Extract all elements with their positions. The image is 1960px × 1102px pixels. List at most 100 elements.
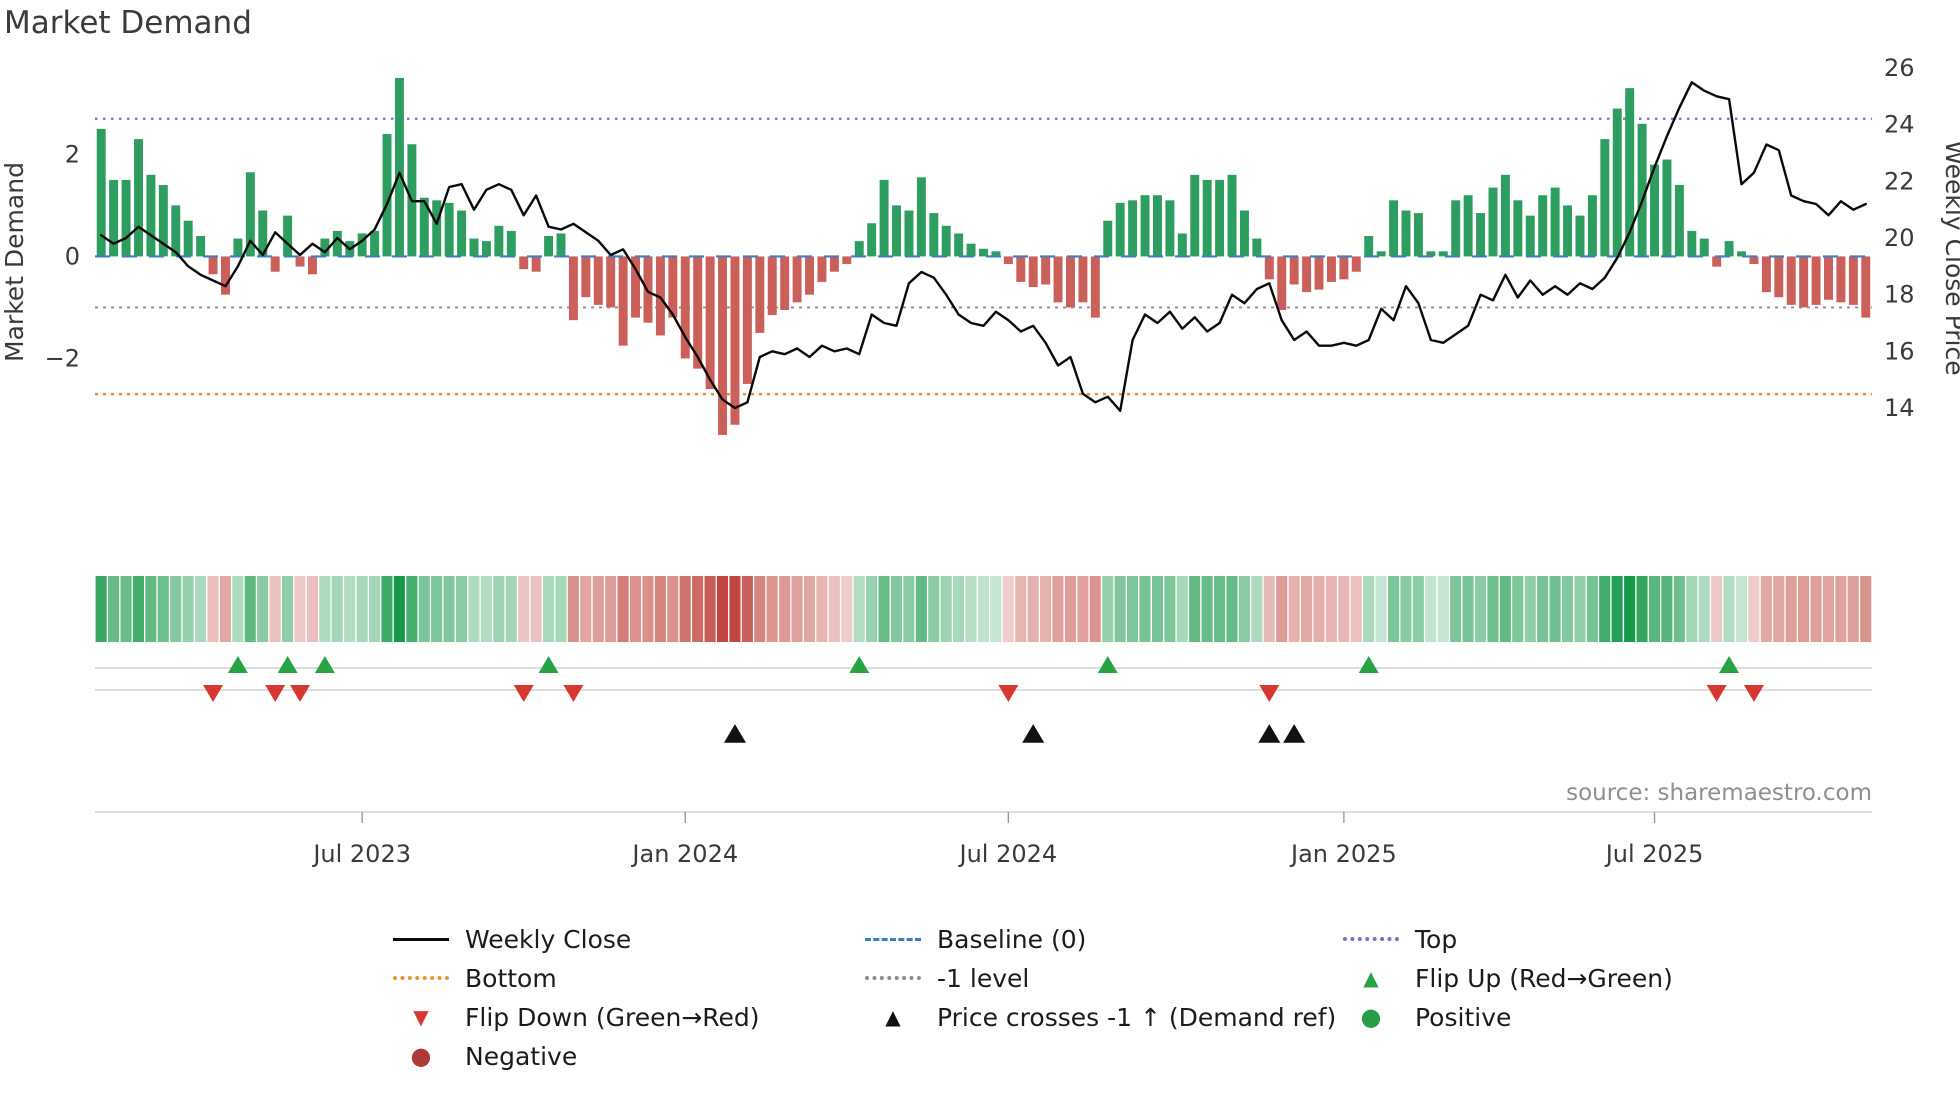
- demand-bar-positive: [1152, 195, 1162, 257]
- heatmap-cell: [1723, 576, 1735, 642]
- heatmap-cell: [1661, 576, 1673, 642]
- demand-bar-positive: [332, 230, 342, 257]
- legend-label: Price crosses -1 ↑ (Demand ref): [937, 1002, 1337, 1032]
- price-cross-marker: [1283, 724, 1306, 743]
- right-axis-tick-label: 18: [1884, 281, 1915, 309]
- demand-bar-negative: [295, 256, 305, 267]
- heatmap-cell: [791, 576, 803, 642]
- heatmap-cell: [456, 576, 468, 642]
- demand-bar-positive: [1128, 200, 1138, 257]
- heatmap-cell: [567, 576, 579, 642]
- legend-label: Flip Down (Green→Red): [465, 1002, 760, 1032]
- right-axis-tick-label: 24: [1884, 111, 1915, 139]
- heatmap-cell: [344, 576, 356, 642]
- heatmap-cell: [1648, 576, 1660, 642]
- heatmap-cell: [219, 576, 231, 642]
- heatmap-cell: [1474, 576, 1486, 642]
- heatmap-cell: [890, 576, 902, 642]
- heatmap-cell: [1027, 576, 1039, 642]
- x-axis-tick-label: Jan 2024: [630, 840, 738, 868]
- heatmap-cell: [1375, 576, 1387, 642]
- legend-label: Positive: [1415, 1002, 1512, 1032]
- demand-bar-positive: [879, 179, 889, 257]
- demand-bar-positive: [1140, 195, 1150, 257]
- heatmap-cell: [828, 576, 840, 642]
- heatmap-cell: [1822, 576, 1834, 642]
- demand-bar-positive: [382, 134, 392, 257]
- source-attribution: source: sharemaestro.com: [1566, 780, 1872, 806]
- heatmap-cell: [493, 576, 505, 642]
- demand-bar-positive: [1177, 233, 1187, 257]
- heatmap-cell: [418, 576, 430, 642]
- heatmap-cell: [1388, 576, 1400, 642]
- heatmap-cell: [1499, 576, 1511, 642]
- demand-bar-positive: [233, 238, 243, 257]
- heatmap-cell: [853, 576, 865, 642]
- demand-bar-negative: [842, 256, 852, 265]
- demand-bar-positive: [1463, 195, 1473, 257]
- heatmap-cell: [1512, 576, 1524, 642]
- demand-bar-negative: [655, 256, 665, 336]
- heatmap-cell: [803, 576, 815, 642]
- heatmap-cell: [1412, 576, 1424, 642]
- heatmap-cell: [443, 576, 455, 642]
- x-axis-tick-label: Jul 2024: [958, 840, 1058, 868]
- demand-bar-negative: [755, 256, 765, 333]
- heatmap-cell: [1276, 576, 1288, 642]
- heatmap-cell: [480, 576, 492, 642]
- demand-bar-positive: [1737, 251, 1746, 257]
- heatmap-cell: [269, 576, 281, 642]
- bottom-dotted-line-icon: [392, 976, 450, 980]
- heatmap-cell: [1102, 576, 1114, 642]
- demand-bar-negative: [1836, 256, 1846, 303]
- demand-bar-negative: [1041, 256, 1051, 285]
- heatmap-cell: [1462, 576, 1474, 642]
- right-axis-tick-label: 14: [1884, 394, 1915, 422]
- flip-down-marker: [1706, 685, 1727, 702]
- legend-label: Baseline (0): [937, 924, 1087, 954]
- negative-dot-icon: ●: [410, 1042, 432, 1070]
- heatmap-cell: [1176, 576, 1188, 642]
- heatmap-cell: [1611, 576, 1623, 642]
- demand-bar-positive: [1451, 200, 1461, 257]
- heatmap-cell: [1698, 576, 1710, 642]
- demand-bar-negative: [1264, 256, 1274, 280]
- demand-bar-positive: [1389, 200, 1399, 257]
- demand-bar-negative: [780, 256, 790, 310]
- heatmap-cell: [1798, 576, 1810, 642]
- heatmap-cell: [729, 576, 741, 642]
- heatmap-cell: [1437, 576, 1449, 642]
- demand-bar-negative: [1799, 256, 1809, 308]
- weekly-close-line-icon: [392, 937, 450, 941]
- demand-bar-negative: [519, 256, 529, 270]
- demand-bar-positive: [1563, 205, 1573, 257]
- heatmap-cell: [120, 576, 132, 642]
- demand-bar-positive: [1687, 230, 1697, 257]
- demand-bar-positive: [494, 225, 504, 257]
- heatmap-cell: [866, 576, 878, 642]
- legend-item-flip-down: ▼ Flip Down (Green→Red): [392, 1000, 864, 1034]
- legend-label: -1 level: [937, 963, 1030, 993]
- demand-bar-positive: [444, 202, 454, 257]
- flip-up-marker: [538, 656, 559, 673]
- demand-bar-negative: [1786, 256, 1796, 305]
- demand-bar-positive: [1538, 195, 1548, 257]
- demand-bar-positive: [432, 200, 442, 257]
- legend-label: Bottom: [465, 963, 557, 993]
- demand-bar-negative: [531, 256, 541, 272]
- heatmap-cell: [1810, 576, 1822, 642]
- heatmap-cell: [1040, 576, 1052, 642]
- heatmap-cell: [1450, 576, 1462, 642]
- heatmap-cell: [1077, 576, 1089, 642]
- heatmap-cell: [1301, 576, 1313, 642]
- heatmap-cell: [1574, 576, 1586, 642]
- demand-bar-positive: [121, 179, 131, 257]
- heatmap-cell: [319, 576, 331, 642]
- demand-bar-positive: [904, 210, 914, 257]
- page-title: Market Demand: [4, 5, 252, 41]
- demand-bar-negative: [829, 256, 839, 272]
- legend-item-top: Top: [1342, 922, 1902, 956]
- demand-bar-positive: [929, 213, 939, 257]
- demand-bar-positive: [991, 251, 1001, 257]
- heatmap-cell: [716, 576, 728, 642]
